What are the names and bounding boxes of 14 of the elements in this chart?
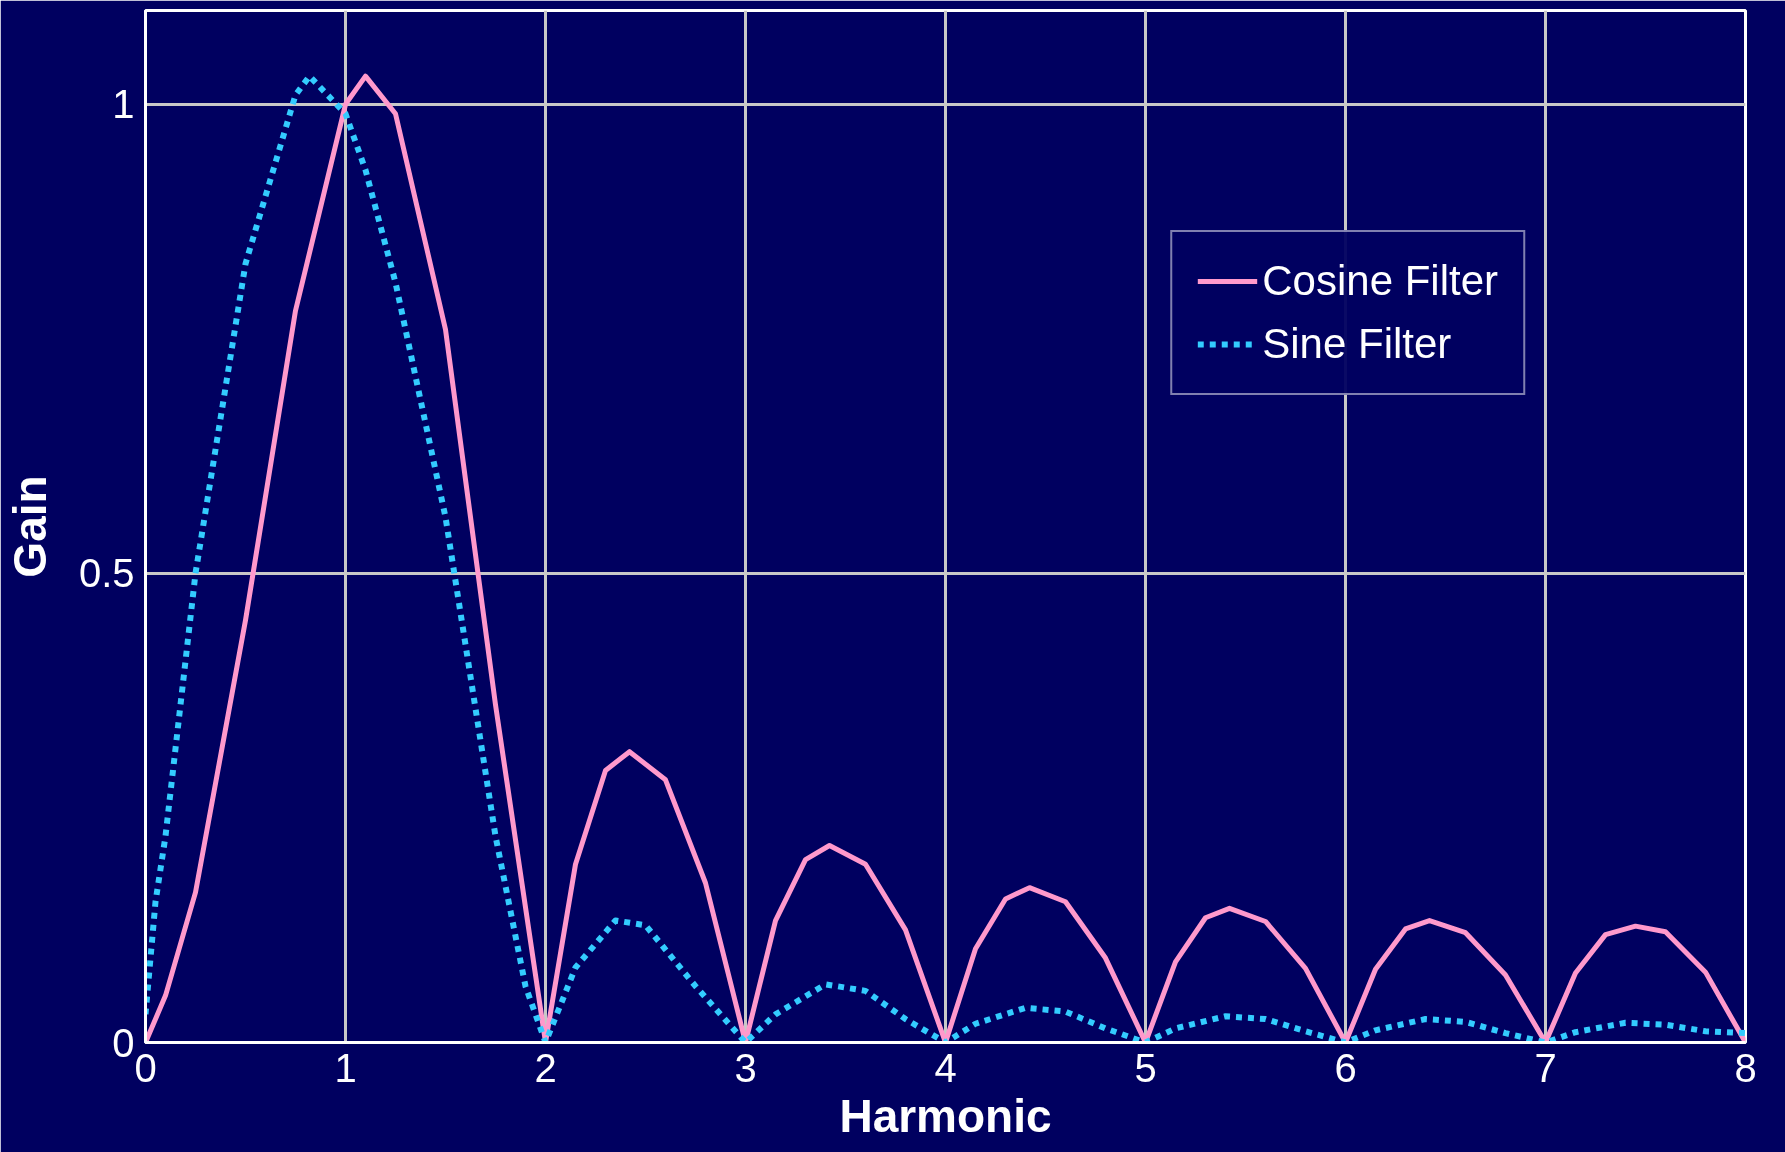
x-tick-label: 7: [1534, 1045, 1557, 1090]
x-tick-label: 1: [334, 1045, 357, 1090]
y-axis-title: Gain: [3, 475, 56, 578]
y-tick-label: 0.5: [78, 551, 135, 596]
x-tick-label: 3: [734, 1045, 757, 1090]
x-tick-label: 6: [1334, 1045, 1357, 1090]
legend-label: Cosine Filter: [1262, 257, 1498, 305]
x-tick-label: 4: [934, 1045, 957, 1090]
x-tick-label: 5: [1134, 1045, 1157, 1090]
x-axis-title: Harmonic: [839, 1089, 1052, 1142]
y-tick-label: 1: [112, 82, 135, 127]
x-tick-label: 8: [1734, 1045, 1757, 1090]
legend-label: Sine Filter: [1262, 320, 1452, 368]
x-tick-label: 2: [534, 1045, 557, 1090]
